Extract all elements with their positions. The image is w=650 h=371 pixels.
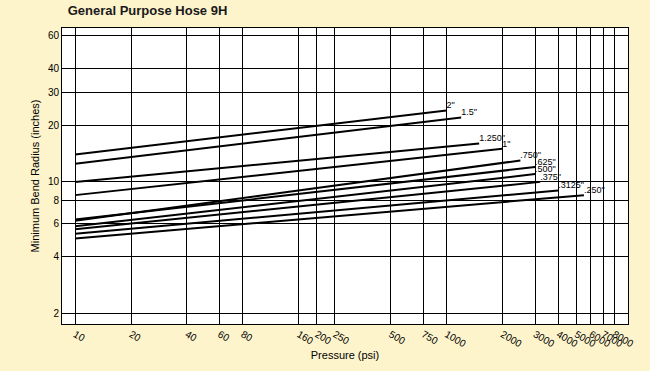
svg-text:4000: 4000 — [555, 329, 580, 350]
svg-text:.375": .375" — [540, 172, 561, 182]
svg-text:750: 750 — [420, 329, 440, 347]
svg-text:2": 2" — [446, 100, 454, 110]
svg-text:10: 10 — [48, 176, 60, 187]
svg-text:200: 200 — [313, 329, 333, 347]
svg-text:60: 60 — [48, 30, 60, 41]
svg-text:40: 40 — [183, 329, 199, 344]
svg-text:6000: 6000 — [587, 329, 612, 350]
svg-text:1": 1" — [502, 139, 510, 149]
svg-text:1000: 1000 — [443, 329, 468, 350]
svg-text:General Purpose Hose 9H: General Purpose Hose 9H — [68, 3, 228, 18]
svg-text:6: 6 — [53, 218, 59, 229]
svg-text:1.5": 1.5" — [461, 107, 477, 117]
svg-text:2: 2 — [53, 308, 59, 319]
svg-text:80: 80 — [239, 329, 255, 344]
svg-text:10: 10 — [72, 329, 88, 344]
svg-text:.625": .625" — [535, 157, 556, 167]
svg-text:500: 500 — [387, 329, 407, 347]
svg-text:2000: 2000 — [499, 329, 524, 350]
svg-text:160: 160 — [295, 329, 315, 347]
svg-text:.3125": .3125" — [558, 180, 584, 190]
svg-text:Pressure (psi): Pressure (psi) — [311, 349, 379, 361]
svg-text:3000: 3000 — [532, 329, 557, 350]
svg-text:.250": .250" — [584, 185, 605, 195]
svg-text:1.250": 1.250" — [479, 133, 505, 143]
svg-text:30: 30 — [48, 87, 60, 98]
svg-text:4: 4 — [53, 251, 59, 262]
svg-text:5000: 5000 — [573, 329, 598, 350]
svg-text:40: 40 — [48, 63, 60, 74]
svg-text:8: 8 — [53, 195, 59, 206]
svg-text:250: 250 — [331, 329, 351, 347]
svg-text:Minimum Bend Radius (inches): Minimum Bend Radius (inches) — [29, 100, 41, 253]
svg-text:.750": .750" — [520, 150, 541, 160]
svg-text:20: 20 — [48, 120, 60, 131]
svg-text:8000: 8000 — [611, 329, 636, 350]
svg-text:.500": .500" — [535, 164, 556, 174]
svg-text:20: 20 — [128, 329, 144, 344]
svg-text:7000: 7000 — [600, 329, 625, 350]
svg-text:60: 60 — [216, 329, 232, 344]
